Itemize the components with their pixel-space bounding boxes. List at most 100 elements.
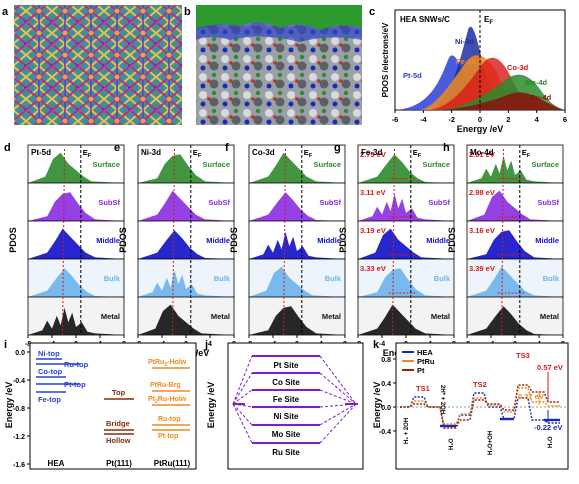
pdos-layer-label: Metal xyxy=(101,312,120,321)
panel-k-value-hea: -0.22 eV xyxy=(534,423,562,432)
panel-letter-c: c xyxy=(369,6,375,18)
pdos-curve-subsf xyxy=(358,193,454,221)
panel-j-connector-left xyxy=(232,372,253,405)
panel-c-co-3d-area xyxy=(430,57,565,110)
pdos-curve-bulk xyxy=(467,266,563,297)
pdos-ylabel: PDOS xyxy=(338,227,348,253)
panel-i-y-tick-label: 0.0 xyxy=(15,350,25,357)
panel-letter: e xyxy=(114,142,120,154)
panel-k-y-tick-label: 0.4 xyxy=(381,381,391,388)
pdos-layer-label: SubSf xyxy=(537,198,559,207)
panel-k-value-pt: 0.57 eV xyxy=(537,363,563,372)
pdos-gap-label: 3.19 eV xyxy=(360,226,386,235)
panel-k-legend-pt: Pt xyxy=(417,366,425,375)
pdos-panels: d PDOS Surface SubSf Middle Bulk Metal Pt-5d EF -… xyxy=(4,142,565,358)
pdos-layer-label: SubSf xyxy=(428,198,450,207)
panel-k-ts3: TS3 xyxy=(516,351,530,360)
pdos-layer-label: Bulk xyxy=(543,274,560,283)
pdos-curve-surface xyxy=(467,155,563,183)
pdos-curve-subsf xyxy=(138,190,234,221)
panel-j-site-label: Mo Site xyxy=(272,430,301,439)
panel-i-xlabel-pt: Pt(111) xyxy=(106,459,132,468)
panel-k-state-3: H₂O xyxy=(449,438,455,450)
pdos-curve-subsf xyxy=(249,192,345,221)
panel-c-ru-4d-area xyxy=(440,92,565,110)
pdos-curve-subsf xyxy=(28,192,124,221)
panel-i-ylabel: Energy /eV xyxy=(4,382,14,429)
pdos-layer-label: Middle xyxy=(317,236,341,245)
pdos-dband-center-line xyxy=(392,148,395,336)
panel-c-xlabel: Energy /eV xyxy=(457,124,504,134)
pdos-element-label: Ni-3d xyxy=(141,148,161,157)
pdos-curve-metal xyxy=(28,307,124,335)
pdos-layer-label: Surface xyxy=(92,160,120,169)
pdos-curve-surface xyxy=(358,154,454,183)
panel-j-connector-right xyxy=(319,389,357,405)
pdos-gap-label: 2.61 eV xyxy=(469,150,495,159)
panel-k-pt-profile xyxy=(400,384,560,429)
pdos-dband-center-line xyxy=(172,148,175,336)
panel-i-label-hollow: Hollow xyxy=(106,436,131,445)
pdos-layer-label: Bulk xyxy=(104,274,121,283)
panel-k-y-ticks: 0.8 0.4 0.0 -0.4 xyxy=(379,357,396,436)
pdos-curve-middle xyxy=(358,228,454,259)
pdos-layer-label: SubSf xyxy=(319,198,341,207)
pdos-panel-h: h PDOS Surface 2.61 eV SubSf 2.98 eV Middle 3.1… xyxy=(443,142,565,358)
pdos-panel-g: g PDOS Surface 2.79 eV SubSf 3.11 eV Middle 3.1… xyxy=(334,142,456,358)
pdos-layer-label: Metal xyxy=(540,312,559,321)
panel-letter-i: i xyxy=(4,339,7,351)
panel-j-site-label: Ru Site xyxy=(272,448,300,457)
pdos-curve-metal xyxy=(138,304,234,335)
panel-letter-k: k xyxy=(373,339,380,351)
panel-k: k Energy /eV 0.8 0.4 0.0 -0.4 HEA PtRu Pt T… xyxy=(372,339,569,470)
panel-c-label-ru: Ru-4d xyxy=(530,93,552,102)
panel-k-ts2: TS2 xyxy=(473,380,487,389)
pdos-gap-label: 3.33 eV xyxy=(360,264,386,273)
panel-k-y-tick-label: -0.4 xyxy=(379,429,391,436)
panel-c-title: HEA SNWs/C xyxy=(400,15,450,24)
panel-k-y-tick-label: 0.8 xyxy=(381,357,391,364)
panel-c-label-mo: Mo-4d xyxy=(525,78,547,87)
pdos-element-label: Mo-4d xyxy=(470,148,494,157)
panel-c-x-ticks: -6 -4 -2 0 2 4 6 xyxy=(392,110,567,124)
pdos-layer-label: Bulk xyxy=(434,274,451,283)
pdos-x-tick-label: 4 xyxy=(208,341,212,348)
panel-a: a xyxy=(2,5,182,125)
pdos-layer-label: Surface xyxy=(531,160,559,169)
panel-c-x-tick-label: 0 xyxy=(478,115,482,124)
panel-i-y-tick-label: -0.8 xyxy=(13,406,25,413)
panel-i-y-tick-label: -1.6 xyxy=(13,462,25,469)
panel-k-value-ptru: 0.27 eV xyxy=(518,392,544,401)
pdos-layer-label: Middle xyxy=(426,236,450,245)
pdos-ylabel: PDOS xyxy=(118,227,128,253)
pdos-element-label: Pt-5d xyxy=(31,148,51,157)
panel-j-site-label: Fe Site xyxy=(273,395,300,404)
panel-letter: g xyxy=(334,142,341,154)
pdos-fermi-label: EF xyxy=(193,148,202,159)
pdos-curve-surface xyxy=(28,152,124,183)
pdos-layer-label: Metal xyxy=(322,312,341,321)
panel-i-label-fe-top: Fe-top xyxy=(38,395,61,404)
panel-k-state-2: 2H* + 2OH xyxy=(439,385,445,414)
panel-c-x-tick-label: 4 xyxy=(535,115,540,124)
panel-c-label-pt: Pt-5d xyxy=(403,71,422,80)
pdos-fermi-label: EF xyxy=(522,148,531,159)
panel-j-connector-right xyxy=(319,372,357,405)
panel-i-label-co-top: Co-top xyxy=(38,367,63,376)
pdos-layer-label: Middle xyxy=(535,236,559,245)
pdos-gap-label: 3.11 eV xyxy=(360,188,385,197)
pdos-curve-middle xyxy=(249,231,345,259)
panel-i-label-ru-top: Ru-top xyxy=(158,416,181,423)
panel-c-fermi-label: EF xyxy=(484,15,493,26)
pdos-dband-center-line xyxy=(501,148,504,336)
pdos-fermi-label: EF xyxy=(83,148,92,159)
panel-c-label-co: Co-3d xyxy=(507,63,529,72)
pdos-ylabel: PDOS xyxy=(229,227,239,253)
panel-i-label-pt-top-ptru: Pt-top xyxy=(158,433,178,440)
pdos-layer-label: Bulk xyxy=(214,274,231,283)
panel-c-label-ni: Ni-3d xyxy=(455,37,474,46)
panel-j-connector-left xyxy=(232,403,253,408)
pdos-layer-label: Bulk xyxy=(325,274,342,283)
panel-k-frame xyxy=(395,342,569,470)
panel-b-subsurface-layer xyxy=(196,22,362,42)
